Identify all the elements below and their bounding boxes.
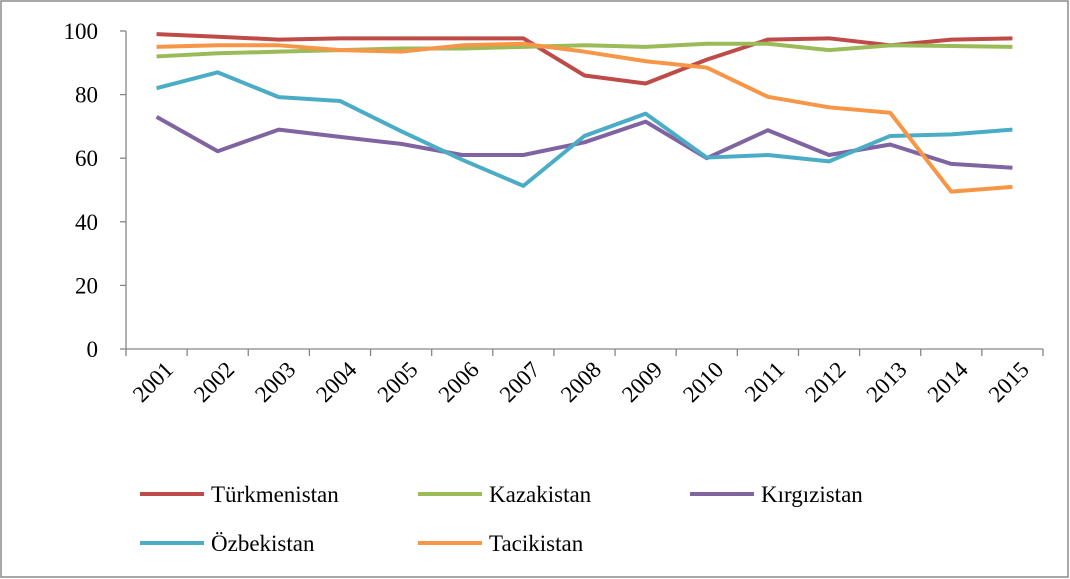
y-tick-label: 80	[75, 83, 98, 108]
y-tick-label: 100	[64, 19, 99, 44]
series-line	[156, 32, 1013, 86]
series-line	[155, 115, 1013, 170]
series-line	[156, 41, 1013, 59]
series-line	[156, 41, 1013, 194]
series-line	[156, 70, 1013, 188]
legend-label: Tacikistan	[489, 531, 584, 556]
y-tick-label: 40	[75, 210, 98, 235]
legend-label: Türkmenistan	[211, 482, 339, 507]
legend-label: Kazakistan	[489, 482, 592, 507]
legend-label: Özbekistan	[211, 531, 315, 556]
y-tick-label: 20	[75, 273, 98, 298]
legend-label: Kırgızistan	[761, 482, 863, 507]
y-tick-label: 0	[87, 337, 99, 362]
y-tick-label: 60	[75, 146, 98, 171]
